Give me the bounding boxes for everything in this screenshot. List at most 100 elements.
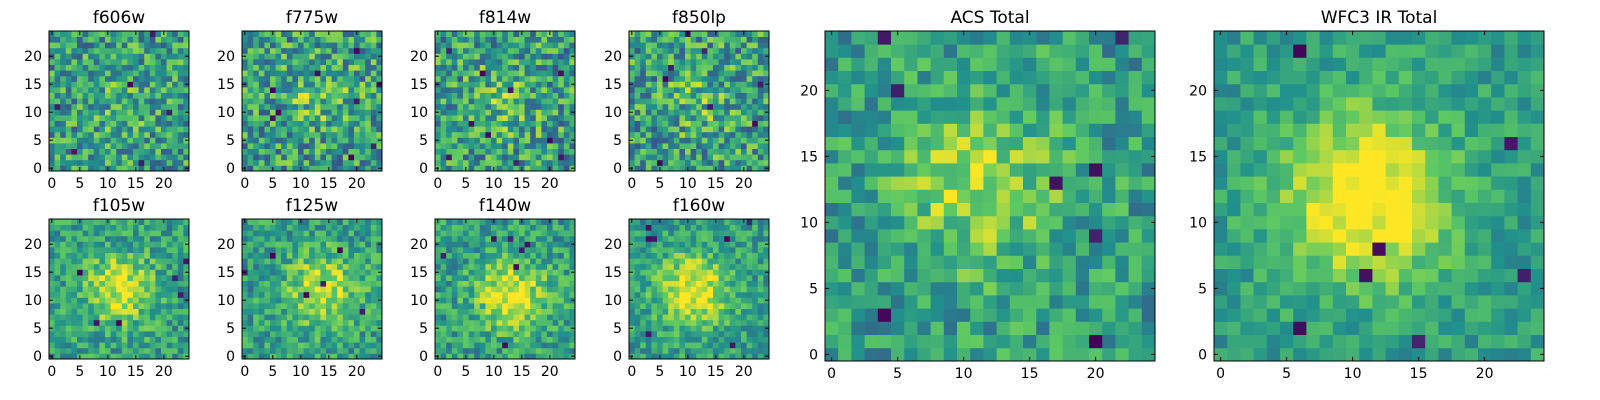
heatmap-cell (507, 64, 514, 71)
heatmap-cell (485, 31, 492, 37)
heatmap-cell (502, 263, 509, 270)
heatmap-cell (569, 92, 576, 99)
heatmap-cell (451, 308, 458, 315)
heatmap-cell (105, 109, 111, 116)
heatmap-cell (569, 258, 576, 265)
heatmap-cell (752, 64, 759, 71)
heatmap-cell (690, 269, 697, 276)
heatmap-cell (183, 303, 190, 309)
heatmap-cell (54, 120, 61, 127)
heatmap-cell (713, 297, 719, 304)
heatmap-cell (718, 137, 725, 144)
heatmap-cell (629, 331, 635, 337)
heatmap-cell (309, 98, 316, 105)
heatmap-cell (149, 331, 156, 337)
heatmap-cell (558, 308, 565, 315)
heatmap-cell (177, 70, 184, 77)
heatmap-cell (474, 87, 481, 93)
heatmap-cell (563, 31, 570, 37)
heatmap-cell (292, 224, 299, 231)
heatmap-cell (270, 247, 276, 253)
heatmap-cell (451, 291, 458, 298)
heatmap-cell (155, 59, 162, 65)
heatmap-cell (127, 252, 134, 259)
heatmap-cell (65, 314, 72, 321)
heatmap-cell (519, 159, 525, 166)
heatmap-cell (54, 241, 61, 248)
heatmap-cell (468, 269, 475, 276)
heatmap-cell (105, 247, 111, 253)
heatmap-cell (735, 143, 742, 149)
heatmap-cell (763, 31, 770, 37)
heatmap-cell (242, 314, 248, 321)
heatmap-cell (752, 42, 759, 49)
heatmap-cell (713, 308, 719, 315)
heatmap-cell (757, 81, 764, 88)
x-tick-label: 10 (99, 176, 117, 192)
heatmap-cell (149, 280, 156, 287)
heatmap-cell (60, 47, 67, 54)
heatmap-cell (547, 235, 553, 242)
heatmap-cell (690, 280, 697, 287)
heatmap-cell (474, 59, 481, 65)
heatmap-cell (547, 59, 553, 65)
heatmap-cell (673, 325, 680, 332)
heatmap-cell (451, 275, 458, 281)
heatmap-cell (105, 331, 111, 337)
heatmap-cell (446, 159, 453, 166)
heatmap-cell (105, 36, 111, 43)
heatmap-cell (491, 269, 497, 276)
heatmap-cell (253, 137, 260, 144)
heatmap-cell (513, 47, 520, 54)
heatmap-cell (275, 308, 282, 315)
heatmap-cell (93, 64, 100, 71)
heatmap-cell (172, 143, 179, 149)
heatmap-cell (110, 291, 117, 298)
heatmap-cell (242, 263, 248, 270)
heatmap-cell (735, 303, 742, 309)
heatmap-cell (149, 252, 156, 259)
heatmap-cell (127, 59, 134, 65)
heatmap-cell (662, 31, 669, 37)
heatmap-cell (370, 303, 377, 309)
heatmap-cell (314, 275, 321, 281)
heatmap-cell (451, 81, 458, 88)
heatmap-cell (496, 336, 503, 343)
heatmap-cell (348, 280, 355, 287)
heatmap-cell (314, 258, 321, 265)
heatmap-cell (440, 303, 447, 309)
heatmap-cell (99, 154, 106, 161)
heatmap-cell (264, 314, 271, 321)
heatmap-cell (275, 336, 282, 343)
heatmap-cell (320, 120, 327, 127)
heatmap-cell (507, 103, 514, 110)
heatmap-cell (309, 70, 316, 77)
heatmap-cell (673, 115, 680, 121)
heatmap-cell (463, 224, 469, 231)
heatmap-cell (535, 319, 542, 326)
x-tick-label: 10 (292, 364, 310, 380)
heatmap-cell (354, 247, 360, 253)
heatmap-cell (696, 36, 703, 43)
heatmap-cell (690, 286, 697, 293)
heatmap-cell (741, 148, 747, 155)
heatmap-cell (541, 103, 548, 110)
heatmap-cell (519, 92, 525, 99)
heatmap-cell (337, 263, 344, 270)
heatmap-cell (513, 75, 520, 82)
heatmap-cell (376, 148, 383, 155)
heatmap-cell (513, 109, 520, 116)
heatmap-cell (446, 47, 453, 54)
heatmap-cell (370, 269, 377, 276)
heatmap-cell (535, 269, 542, 276)
heatmap-cell (707, 131, 714, 138)
heatmap-cell (718, 31, 725, 37)
heatmap-cell (365, 53, 372, 60)
heatmap-cell (569, 342, 576, 349)
heatmap-cell (93, 325, 100, 332)
heatmap-cell (491, 47, 497, 54)
heatmap-cell (558, 47, 565, 54)
heatmap-cell (547, 159, 553, 166)
heatmap-cell (701, 81, 708, 88)
heatmap-cell (348, 342, 355, 349)
